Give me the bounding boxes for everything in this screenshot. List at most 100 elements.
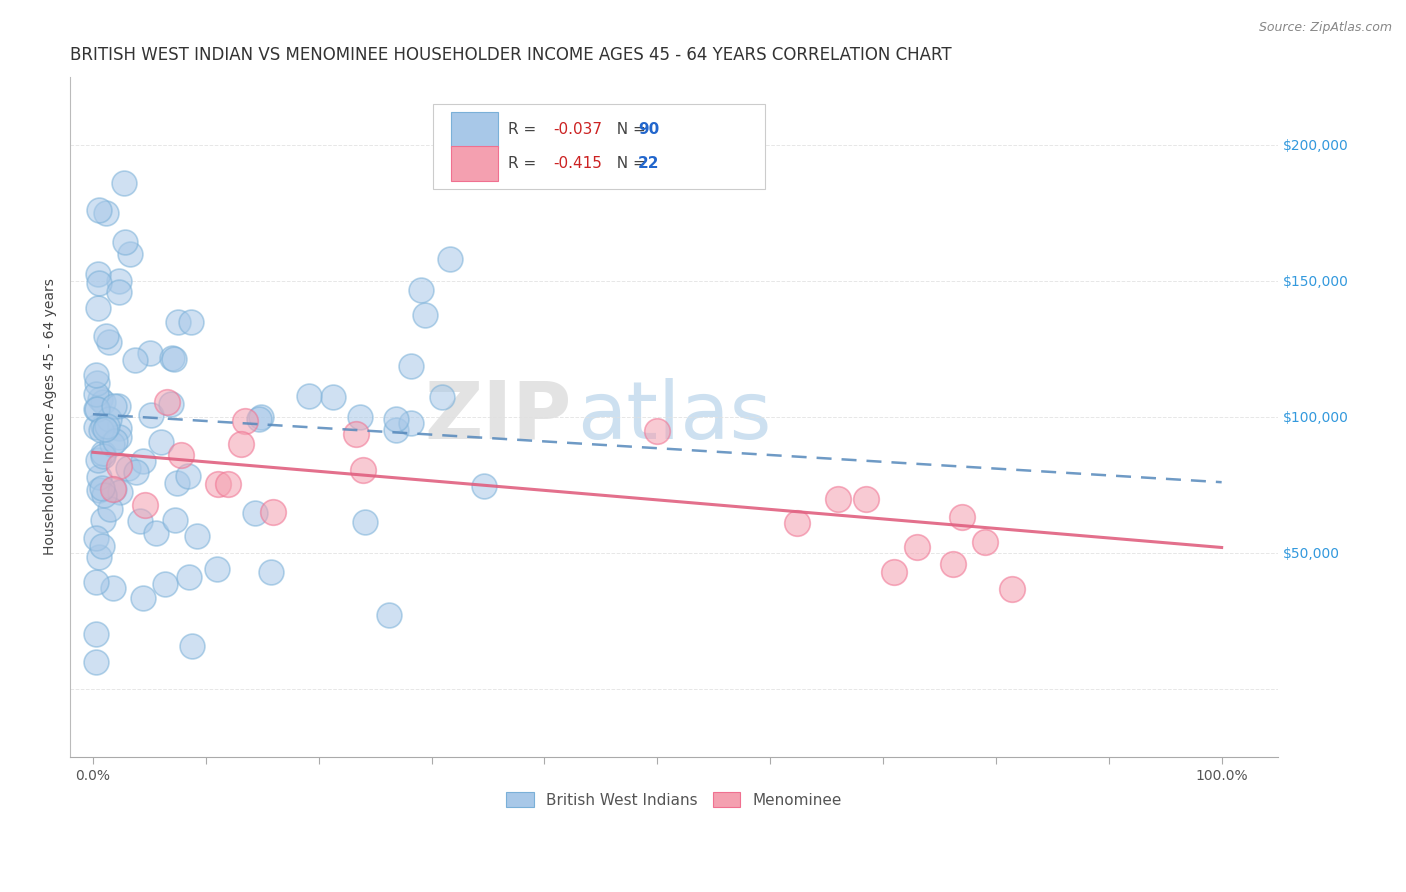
Point xyxy=(87,483,110,497)
FancyBboxPatch shape xyxy=(451,112,498,147)
Point xyxy=(298,389,321,403)
Point xyxy=(107,458,129,473)
Point xyxy=(243,506,266,520)
Point xyxy=(645,424,668,438)
Text: BRITISH WEST INDIAN VS MENOMINEE HOUSEHOLDER INCOME AGES 45 - 64 YEARS CORRELATI: BRITISH WEST INDIAN VS MENOMINEE HOUSEHO… xyxy=(70,46,952,64)
Point xyxy=(163,351,186,366)
Point xyxy=(138,346,160,360)
Point xyxy=(905,541,928,555)
Point xyxy=(89,392,111,407)
Point xyxy=(1001,582,1024,597)
Point xyxy=(96,419,118,434)
Point xyxy=(125,465,148,479)
Point xyxy=(149,434,172,449)
Text: 22: 22 xyxy=(638,156,659,170)
Point xyxy=(156,395,179,409)
Point xyxy=(107,285,129,299)
Point xyxy=(90,482,112,496)
Y-axis label: Householder Income Ages 45 - 64 years: Householder Income Ages 45 - 64 years xyxy=(44,278,58,556)
Point xyxy=(131,591,153,606)
Point xyxy=(262,504,284,518)
Point xyxy=(415,308,437,322)
Point xyxy=(84,532,107,546)
Point xyxy=(91,446,114,460)
Point xyxy=(177,569,200,583)
Point xyxy=(104,434,127,448)
Point xyxy=(101,437,124,451)
Point xyxy=(145,525,167,540)
Point xyxy=(86,268,108,282)
Point xyxy=(205,561,228,575)
Point xyxy=(124,353,146,368)
Point xyxy=(93,450,115,464)
Point xyxy=(86,402,108,417)
Point xyxy=(250,410,273,425)
Point xyxy=(134,498,156,512)
Point xyxy=(91,513,114,527)
Point xyxy=(84,419,107,434)
Point xyxy=(90,423,112,437)
Point xyxy=(180,639,202,653)
Point xyxy=(93,488,115,502)
Point xyxy=(107,274,129,288)
Point xyxy=(217,477,239,491)
Point xyxy=(84,402,107,417)
Point xyxy=(855,491,877,506)
Point xyxy=(141,408,163,422)
FancyBboxPatch shape xyxy=(451,145,498,181)
FancyBboxPatch shape xyxy=(433,104,765,189)
Text: 90: 90 xyxy=(638,122,659,137)
Point xyxy=(87,453,110,467)
Point xyxy=(114,235,136,250)
Point xyxy=(322,391,344,405)
Point xyxy=(108,484,131,499)
Text: N =: N = xyxy=(606,156,650,170)
Point xyxy=(94,329,117,343)
Text: ZIP: ZIP xyxy=(425,378,571,456)
Point xyxy=(84,387,107,401)
Point xyxy=(439,252,461,266)
Point xyxy=(399,416,422,430)
Point xyxy=(166,315,188,329)
Point xyxy=(354,515,377,529)
Point xyxy=(84,368,107,383)
Point xyxy=(94,206,117,220)
Point xyxy=(87,277,110,291)
Text: -0.037: -0.037 xyxy=(554,122,602,137)
Point xyxy=(385,412,408,426)
Point xyxy=(91,395,114,409)
Point xyxy=(399,359,422,373)
Point xyxy=(163,513,186,527)
Point xyxy=(207,477,229,491)
Point xyxy=(108,429,131,443)
Point xyxy=(409,283,432,297)
Point xyxy=(352,463,374,477)
Point xyxy=(160,351,183,365)
Point xyxy=(84,627,107,641)
Point xyxy=(108,421,131,435)
Point xyxy=(950,509,973,524)
Point xyxy=(430,390,453,404)
Legend: British West Indians, Menominee: British West Indians, Menominee xyxy=(501,786,848,814)
Point xyxy=(107,400,129,414)
Point xyxy=(128,514,150,528)
Point xyxy=(160,396,183,410)
Point xyxy=(117,461,139,475)
Point xyxy=(827,491,849,506)
Point xyxy=(118,246,141,260)
Point xyxy=(103,399,125,413)
Text: -0.415: -0.415 xyxy=(554,156,602,170)
Point xyxy=(344,426,367,441)
Point xyxy=(377,607,399,622)
Point xyxy=(385,423,408,437)
Point xyxy=(166,476,188,491)
Text: R =: R = xyxy=(508,156,541,170)
Point xyxy=(103,482,125,496)
Point xyxy=(103,581,125,595)
Point xyxy=(973,535,995,549)
Point xyxy=(472,479,495,493)
Point xyxy=(942,557,965,571)
Point xyxy=(883,565,905,579)
Text: N =: N = xyxy=(606,122,650,137)
Point xyxy=(86,301,108,315)
